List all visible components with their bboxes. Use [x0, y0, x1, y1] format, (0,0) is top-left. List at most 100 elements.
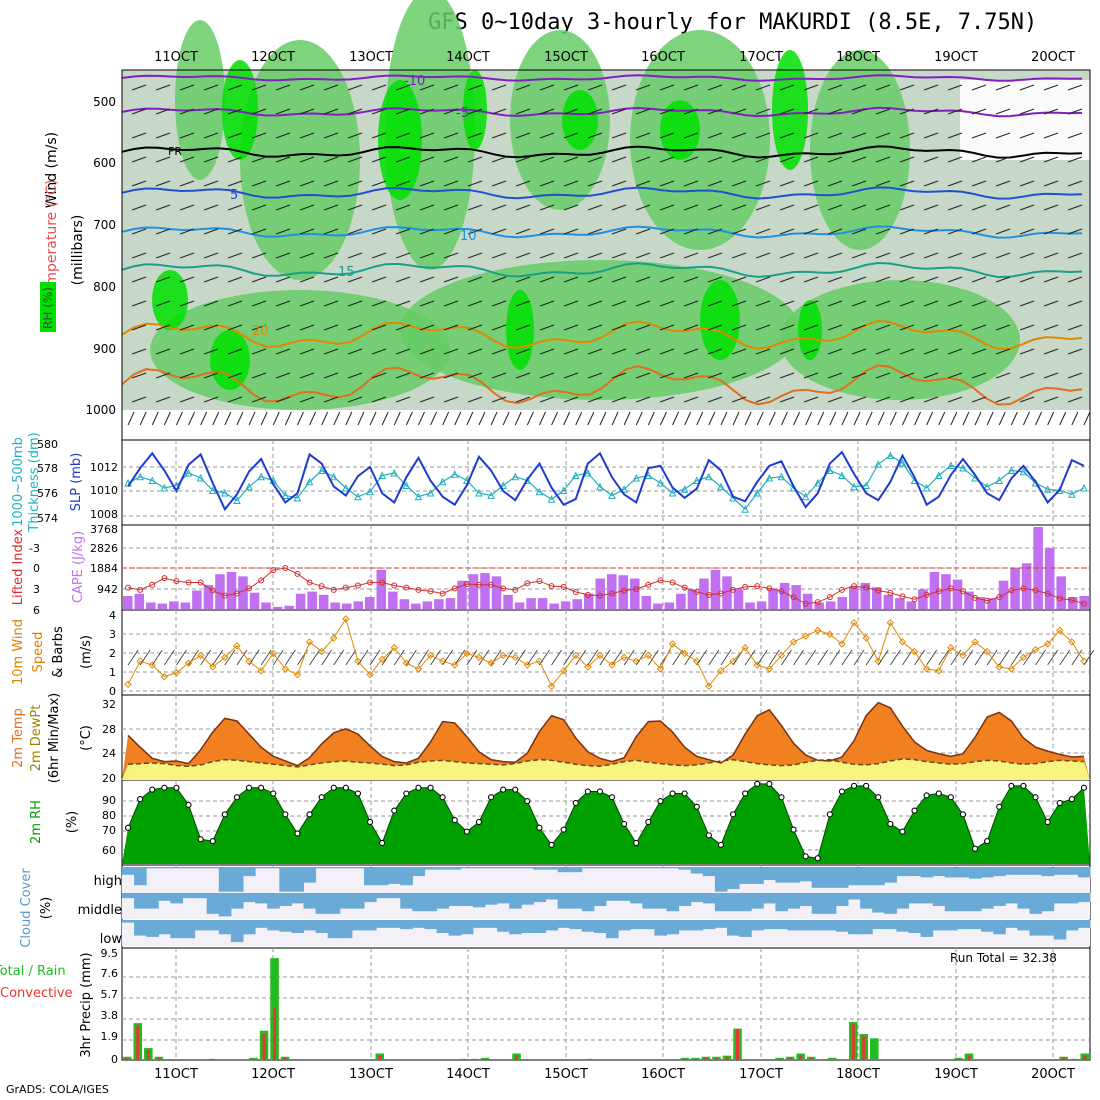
wind-barb-10m	[285, 649, 296, 666]
wind-barb	[371, 396, 387, 403]
wind-barb	[347, 228, 363, 235]
wind-barb	[1043, 348, 1059, 355]
wind-barb	[371, 180, 387, 187]
cloud-cell	[678, 920, 692, 931]
surface-barb	[672, 411, 680, 426]
cloud-cell	[872, 920, 885, 930]
wind-barb	[1067, 228, 1083, 235]
wind-barb	[707, 324, 723, 331]
rh-marker	[233, 794, 240, 801]
thickness-point	[934, 471, 943, 479]
isotherm-line	[121, 261, 1083, 279]
cloud-cell	[908, 893, 922, 904]
wind-barb	[635, 180, 651, 187]
cloud-cell	[230, 867, 244, 892]
wind-barb	[251, 108, 267, 115]
wind-barb	[347, 84, 363, 91]
wind-barb	[467, 396, 483, 403]
wind-barb	[131, 396, 147, 403]
wind-barb	[1019, 204, 1035, 211]
cloud-cell	[315, 920, 329, 933]
precip-conv-bar	[1083, 1055, 1087, 1060]
rh-marker	[584, 788, 591, 795]
cloud-cell	[182, 867, 196, 869]
wind-barb	[755, 204, 771, 211]
wind-barb	[827, 300, 843, 307]
wind-barb	[923, 204, 939, 211]
surface-barb	[175, 411, 183, 426]
precip-conv-bar	[704, 1057, 708, 1060]
wind-barb	[491, 372, 507, 379]
cape-bar	[1021, 563, 1032, 609]
wind-barb	[227, 276, 243, 283]
rh-units: (%)	[65, 811, 80, 834]
surface-barb	[914, 411, 922, 426]
cloud-cell	[1065, 893, 1079, 904]
cloud-cell	[630, 920, 643, 930]
wind-barb	[611, 108, 627, 115]
surface-barb	[599, 411, 607, 426]
wind-barb	[923, 252, 939, 259]
rh-line	[127, 783, 1085, 859]
wind-barb	[371, 324, 387, 331]
wind-barb	[851, 372, 867, 379]
surface-barb	[393, 411, 401, 426]
wind-barb	[1019, 132, 1035, 139]
wind-barb	[203, 156, 219, 163]
cloud-cell	[944, 920, 958, 931]
wind-barb	[227, 204, 243, 211]
wind-point	[995, 663, 1003, 671]
cloud-cell	[690, 920, 704, 931]
wind-barb	[1067, 324, 1083, 331]
wind-barb	[1019, 108, 1035, 115]
precip-conv-bar	[683, 1058, 687, 1060]
cloud-cell	[799, 893, 813, 906]
wind-barb	[347, 396, 363, 403]
precip-conv-bar	[788, 1057, 792, 1060]
cloud-cell	[1017, 893, 1030, 909]
top-tick-label: 11OCT	[154, 50, 198, 65]
cape-bar	[422, 601, 433, 609]
cape-bar	[987, 598, 997, 609]
wind-barb	[875, 348, 891, 355]
wind-point	[947, 644, 955, 652]
wind-barb	[323, 348, 339, 355]
cloud-cell	[920, 920, 934, 937]
wind-barb	[203, 180, 219, 187]
cloud-cell	[775, 920, 788, 930]
wind-barb	[1019, 396, 1035, 403]
rh-marker	[693, 803, 700, 810]
cloud-cell	[981, 920, 994, 932]
top-tick-label: 14OCT	[446, 50, 490, 65]
rh-marker	[972, 845, 979, 852]
wind-barb	[851, 252, 867, 259]
wind-barb	[275, 132, 291, 139]
cloud-cell	[569, 893, 583, 909]
li-point	[778, 588, 785, 595]
wind-barb	[155, 228, 171, 235]
wind-barb	[299, 228, 315, 235]
wind-barb	[275, 228, 291, 235]
cloud-cell	[763, 920, 776, 930]
cloud-cell	[606, 920, 619, 939]
rh2m-labels: 2m RH (%) 90 80 70 60	[29, 794, 116, 857]
wind-barb	[827, 156, 843, 163]
cloud-cell	[642, 920, 655, 930]
cloud-cell	[690, 867, 704, 874]
precip-conv-bar	[862, 1036, 866, 1060]
rh-marker	[572, 799, 579, 806]
thickness-point	[499, 481, 507, 489]
wind-barb	[587, 396, 603, 403]
wind-barb	[563, 204, 579, 211]
wind-point	[269, 649, 277, 658]
millibars-axis-label: (millibars)	[70, 215, 86, 286]
cloud-units: (%)	[39, 897, 54, 920]
thickness-point	[1080, 483, 1088, 492]
wind-barb	[563, 180, 579, 187]
cloud-cell	[279, 920, 292, 932]
wind-barb-10m	[200, 649, 211, 666]
cloud-cell	[1005, 920, 1018, 928]
wind-barb	[827, 228, 843, 235]
cloud-cell	[775, 893, 788, 912]
cape-bar	[445, 598, 456, 609]
